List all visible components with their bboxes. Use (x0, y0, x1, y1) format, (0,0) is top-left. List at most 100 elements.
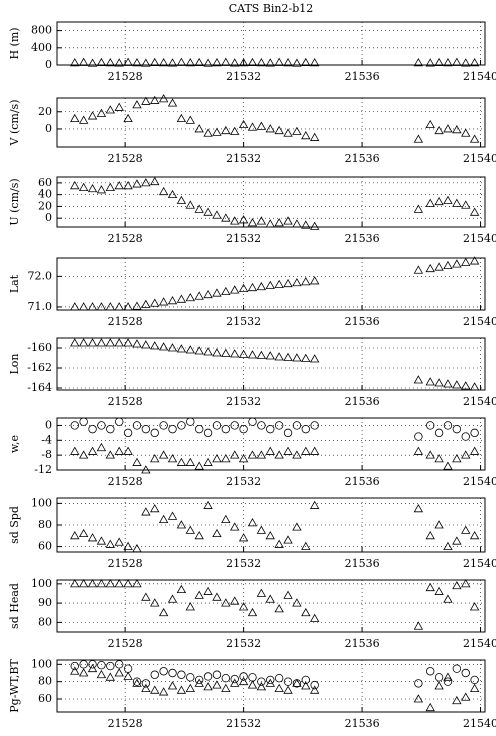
data-point (413, 694, 424, 703)
data-point (238, 602, 249, 611)
data-point (185, 457, 195, 466)
data-point (194, 461, 204, 470)
data-point (443, 594, 453, 603)
data-point (292, 598, 302, 607)
panel-frame (56, 417, 486, 471)
data-point (469, 134, 480, 143)
data-point (221, 286, 231, 296)
data-point (301, 541, 311, 550)
data-point (114, 302, 124, 311)
data-point (256, 682, 267, 691)
data-point (203, 457, 213, 466)
data-point (426, 667, 435, 676)
data-point (309, 276, 320, 285)
y-tick-label: 800 (31, 24, 52, 37)
data-point (221, 424, 231, 434)
data-point (413, 134, 424, 143)
x-tick-label: 21532 (226, 70, 261, 83)
data-point (203, 289, 213, 299)
x-tick-label: 21528 (108, 232, 143, 245)
data-point (425, 530, 435, 540)
data-point (123, 579, 133, 588)
data-point (70, 530, 80, 540)
data-point (221, 454, 231, 463)
data-point (70, 338, 80, 347)
data-point (301, 353, 311, 362)
data-point (274, 279, 284, 289)
data-point (265, 58, 275, 67)
data-point (274, 218, 284, 227)
data-point (194, 346, 204, 355)
y-axis-label: Pg-WT,BT (8, 659, 21, 713)
y-axis-label: Lon (8, 353, 21, 374)
data-point (256, 121, 267, 130)
data-point (141, 424, 151, 434)
y-tick-label: -4 (41, 433, 52, 446)
data-point (87, 579, 98, 588)
data-point (150, 176, 160, 186)
data-point (265, 678, 275, 687)
data-point (132, 421, 142, 430)
data-point (283, 352, 293, 361)
data-point (265, 124, 275, 133)
data-point (461, 58, 471, 67)
data-point (434, 125, 444, 135)
y-tick-label: 0 (45, 418, 52, 431)
y-tick-label: 100 (31, 577, 52, 590)
x-tick-label: 21528 (108, 152, 143, 165)
y-tick-label: 90 (38, 596, 52, 609)
data-point (132, 179, 142, 188)
data-point (79, 417, 88, 426)
data-point (194, 675, 204, 685)
data-point (97, 421, 106, 430)
data-point (292, 219, 302, 228)
data-point (106, 661, 115, 671)
data-point (115, 417, 124, 426)
data-point (141, 299, 151, 308)
data-point (88, 424, 97, 434)
data-point (176, 113, 187, 123)
data-point (461, 200, 471, 209)
data-point (265, 351, 275, 360)
data-point (79, 660, 88, 669)
data-point (452, 695, 462, 705)
data-point (150, 503, 160, 513)
data-point (167, 511, 178, 520)
data-point (114, 579, 124, 588)
x-tick-label: 21532 (226, 557, 261, 570)
data-point (123, 338, 133, 347)
data-point (203, 128, 213, 137)
data-point (256, 216, 267, 225)
data-point (434, 196, 444, 206)
data-point (176, 344, 187, 353)
data-point (96, 302, 107, 311)
data-point (221, 213, 231, 222)
y-tick-label: 0 (45, 211, 52, 224)
data-point (310, 680, 319, 690)
data-point (256, 58, 267, 67)
data-point (185, 200, 195, 209)
data-point (167, 189, 178, 199)
data-point (238, 533, 249, 542)
data-point (158, 186, 169, 196)
data-point (132, 339, 142, 348)
data-point (283, 216, 293, 225)
data-point (168, 668, 177, 678)
data-point (97, 661, 106, 670)
data-point (292, 58, 302, 67)
data-point (425, 450, 435, 459)
y-tick-label: 60 (38, 540, 52, 553)
x-tick-label: 21540 (463, 475, 496, 488)
data-point (283, 446, 293, 455)
data-point (266, 424, 275, 434)
data-point (247, 607, 258, 617)
data-point (123, 541, 133, 550)
data-point (212, 454, 222, 463)
data-point (87, 446, 98, 455)
data-point (221, 598, 231, 607)
data-point (132, 678, 142, 687)
data-point (78, 579, 89, 588)
data-point (194, 678, 204, 687)
data-point (230, 421, 239, 430)
